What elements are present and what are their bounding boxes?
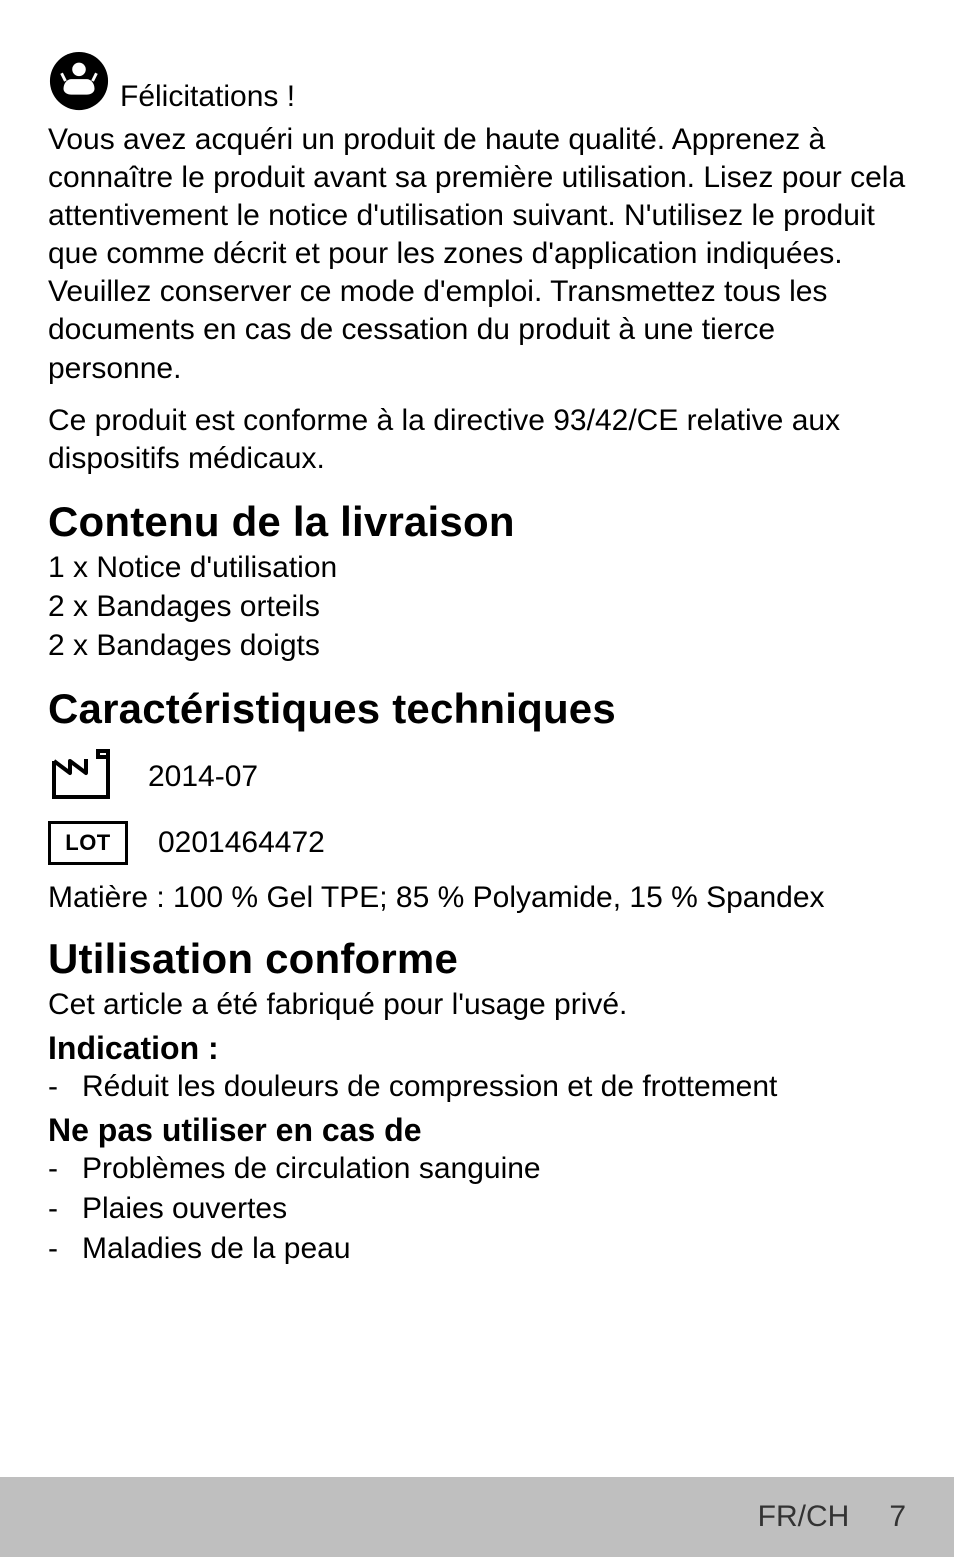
manufacture-date: 2014-07 — [148, 760, 258, 794]
footer-page-number: 7 — [889, 1500, 906, 1534]
page-footer: FR/CH 7 — [0, 1477, 954, 1557]
intro-paragraph-1: Vous avez acquéri un produit de haute qu… — [48, 121, 906, 388]
use-line: Cet article a été fabriqué pour l'usage … — [48, 985, 906, 1024]
material-line: Matière : 100 % Gel TPE; 85 % Polyamide,… — [48, 881, 906, 915]
list-item: -Problèmes de circulation sanguine — [48, 1149, 906, 1189]
list-item: -Plaies ouvertes — [48, 1189, 906, 1229]
list-item: -Réduit les douleurs de compression et d… — [48, 1067, 906, 1107]
contra-list: -Problèmes de circulation sanguine -Plai… — [48, 1149, 906, 1268]
intro-label: Félicitations ! — [120, 80, 295, 117]
indication-list: -Réduit les douleurs de compression et d… — [48, 1067, 906, 1107]
intro-paragraph-2: Ce produit est conforme à la directive 9… — [48, 402, 906, 478]
contra-heading: Ne pas utiliser en cas de — [48, 1112, 906, 1149]
delivery-item-2: 2 x Bandages doigts — [48, 626, 906, 665]
read-manual-icon — [48, 50, 110, 117]
intro-row: Félicitations ! — [48, 50, 906, 117]
contra-item-2: Maladies de la peau — [82, 1229, 351, 1269]
lot-row: LOT 0201464472 — [48, 821, 906, 865]
manufacture-date-row: 2014-07 — [48, 747, 906, 807]
delivery-item-1: 2 x Bandages orteils — [48, 587, 906, 626]
use-heading: Utilisation conforme — [48, 935, 906, 983]
delivery-heading: Contenu de la livraison — [48, 498, 906, 546]
delivery-item-0: 1 x Notice d'utilisation — [48, 548, 906, 587]
lot-number: 0201464472 — [158, 826, 325, 860]
contra-item-1: Plaies ouvertes — [82, 1189, 287, 1229]
page-content: Félicitations ! Vous avez acquéri un pro… — [0, 0, 954, 1268]
tech-heading: Caractéristiques techniques — [48, 685, 906, 733]
factory-date-icon — [48, 747, 118, 807]
footer-lang: FR/CH — [758, 1500, 850, 1534]
contra-item-0: Problèmes de circulation sanguine — [82, 1149, 541, 1189]
indication-heading: Indication : — [48, 1030, 906, 1067]
list-item: -Maladies de la peau — [48, 1229, 906, 1269]
indication-item-0: Réduit les douleurs de compression et de… — [82, 1067, 777, 1107]
lot-symbol: LOT — [48, 821, 128, 865]
